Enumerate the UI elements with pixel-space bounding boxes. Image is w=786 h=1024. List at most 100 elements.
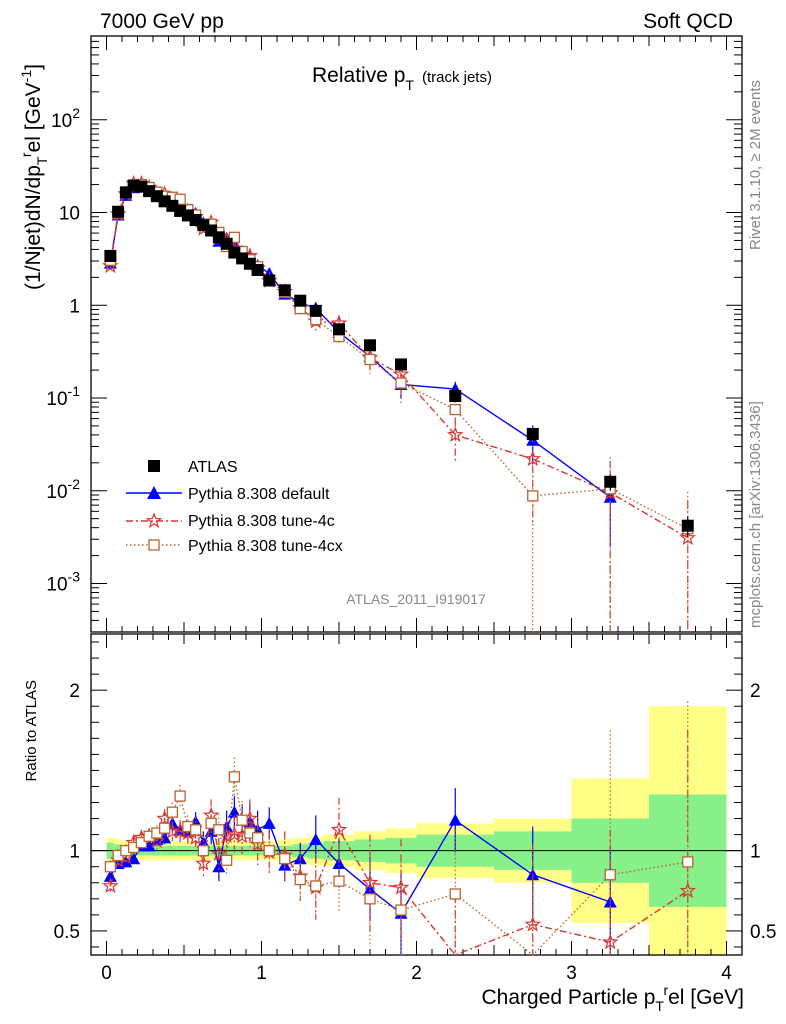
y-tick-label-top: 10-3 [46, 569, 80, 596]
x-tick-label: 2 [411, 963, 422, 984]
pythia-8-308-tune-4cx-line [109, 183, 689, 530]
y-axis-label-top: (1/Njet)dN/dpTrel [GeV-1] [18, 64, 50, 290]
y-tick-label-top: 10 [59, 204, 80, 225]
atlas-point [604, 475, 617, 488]
atlas-point [526, 427, 539, 440]
ratio-pythia-8-308-default-point [127, 852, 141, 865]
analysis-label: ATLAS_2011_I919017 [346, 591, 486, 607]
y-tick-label-top: 10-2 [46, 476, 80, 503]
atlas-point [681, 519, 694, 532]
legend-atlas-label: ATLAS [188, 459, 238, 476]
y-tick-label-top: 102 [51, 105, 80, 132]
plot-title-main: Relative p [312, 64, 405, 87]
y-tick-label-bottom: 2 [69, 681, 80, 702]
pythia-8-308-tune-4c-series [102, 174, 697, 632]
ratio-pythia-8-308-default-point [309, 832, 323, 845]
ratio-pythia-8-308-tune-4cx-point [104, 861, 117, 873]
ratio-pythia-8-308-tune-4cx-point [310, 880, 322, 892]
pythia-8-308-tune-4cx-point [395, 377, 407, 389]
legend-entry-atlas: ATLAS [148, 459, 238, 476]
pythia-8-308-tune-4c-point [392, 365, 410, 382]
y-tick-label-top: 10-1 [46, 383, 80, 410]
rivet-label: Rivet 3.1.10, ≥ 2M events [747, 80, 764, 250]
ratio-pythia-8-308-tune-4cx-point [604, 869, 616, 881]
ratio-pythia-8-308-tune-4cx-point [213, 824, 225, 836]
pythia-8-308-tune-4cx-point [449, 403, 461, 416]
pythia-8-308-tune-4c-point [446, 426, 464, 442]
ratio-pythia-8-308-tune-4cx-point [197, 845, 210, 857]
ratio-pythia-8-308-tune-4cx-point [294, 873, 306, 886]
y-tick-label-bottom: 1 [69, 842, 80, 863]
x-tick-label: 3 [566, 963, 577, 984]
x-axis-label: Charged Particle pTrel [GeV] [481, 982, 744, 1014]
ratio-pythia-8-308-tune-4cx-point [364, 893, 376, 905]
ratio-pythia-8-308-default-point [363, 882, 377, 895]
ratio-pythia-8-308-tune-4cx-point [205, 817, 217, 830]
x-tick-label: 1 [256, 963, 267, 984]
ratio-pythia-8-308-tune-4cx-point [166, 806, 179, 818]
plot-title-suffix: (track jets) [422, 69, 492, 86]
legend-entry-tune4cx: Pythia 8.308 tune-4cx [126, 538, 343, 555]
ratio-pythia-8-308-default-point [262, 816, 276, 829]
y-tick-label-bottom-right: 2 [750, 681, 761, 702]
y-tick-label-bottom-right: 1 [750, 842, 761, 863]
ratio-pythia-8-308-default-point [212, 860, 226, 873]
pythia-8-308-tune-4cx-point [527, 490, 539, 502]
pythia-8-308-tune-4cx-point [174, 193, 186, 205]
atlas-point [364, 339, 376, 352]
ratio-pythia-8-308-tune-4cx-point [228, 771, 241, 783]
x-ticks [90, 36, 743, 955]
ratio-pythia-8-308-tune-4cx-point [251, 832, 264, 844]
pythia-8-308-tune-4c-point [524, 450, 542, 467]
ratio-pythia-8-308-tune-4cx-point [189, 824, 202, 836]
y-tick-label-bottom-right: 0.5 [750, 922, 776, 943]
ratio-pythia-8-308-tune-4c-point [361, 874, 379, 890]
ratio-pythia-8-308-default-point [448, 813, 462, 826]
ratio-pythia-8-308-tune-4c-point [187, 829, 204, 845]
ratio-pythia-8-308-tune-4c-point [210, 845, 228, 861]
atlas-point [278, 284, 291, 297]
atlas-point [395, 358, 407, 371]
legend-entry-tune4c: Pythia 8.308 tune-4c [126, 512, 335, 530]
legend-tune4cx-marker [148, 539, 160, 551]
pythia-8-308-tune-4cx-series [104, 178, 694, 632]
ratio-pythia-8-308-default-point [526, 868, 540, 881]
ratio-pythia-8-308-tune-4cx-point [174, 790, 186, 802]
mcplots-label: mcplots.cern.ch [arXiv:1306.3436] [747, 401, 764, 628]
pythia-8-308-default-series [103, 178, 617, 546]
ratio-pythia-8-308-tune-4cx-point [135, 837, 148, 849]
atlas-point [263, 274, 276, 287]
atlas-point [449, 390, 462, 403]
pythia-8-308-tune-4cx-point [364, 353, 376, 366]
header-left-label: 7000 GeV pp [100, 10, 224, 33]
pythia-8-308-default-line [109, 184, 611, 498]
atlas-point [104, 249, 117, 262]
plot-title-sub: T [405, 77, 414, 93]
legend-atlas-marker [148, 460, 160, 472]
atlas-point [228, 246, 241, 259]
ratio-pythia-8-308-tune-4cx-point [279, 853, 291, 865]
ratio-pythia-8-308-default-point [142, 839, 156, 852]
pythia-8-308-tune-4cx-point [228, 231, 241, 243]
y-tick-label-bottom: 0.5 [54, 922, 80, 943]
ratio-pythia-8-308-tune-4c-point [601, 933, 619, 950]
legend: ATLAS Pythia 8.308 default Pythia 8.308 … [126, 459, 343, 555]
legend-tune4c-marker [145, 512, 163, 529]
atlas-series [104, 179, 694, 538]
legend-default-label: Pythia 8.308 default [188, 486, 330, 503]
y-ticks-top [91, 35, 742, 633]
legend-default-marker [147, 486, 161, 499]
plot-title: Relative pT (track jets) [312, 64, 492, 93]
y-tick-label-top: 1 [69, 296, 80, 317]
atlas-point [333, 323, 345, 336]
ratio-pythia-8-308-tune-4cx-point [682, 856, 694, 868]
legend-tune4cx-label: Pythia 8.308 tune-4cx [188, 538, 343, 555]
x-tick-label: 4 [721, 963, 732, 984]
ratio-pythia-8-308-default-point [332, 857, 346, 870]
ratio-pythia-8-308-tune-4c-point [195, 854, 212, 871]
y-axis-label-bottom: Ratio to ATLAS [23, 680, 40, 781]
x-tick-label: 0 [101, 963, 112, 984]
atlas-point [294, 294, 307, 307]
atlas-point [112, 205, 125, 218]
